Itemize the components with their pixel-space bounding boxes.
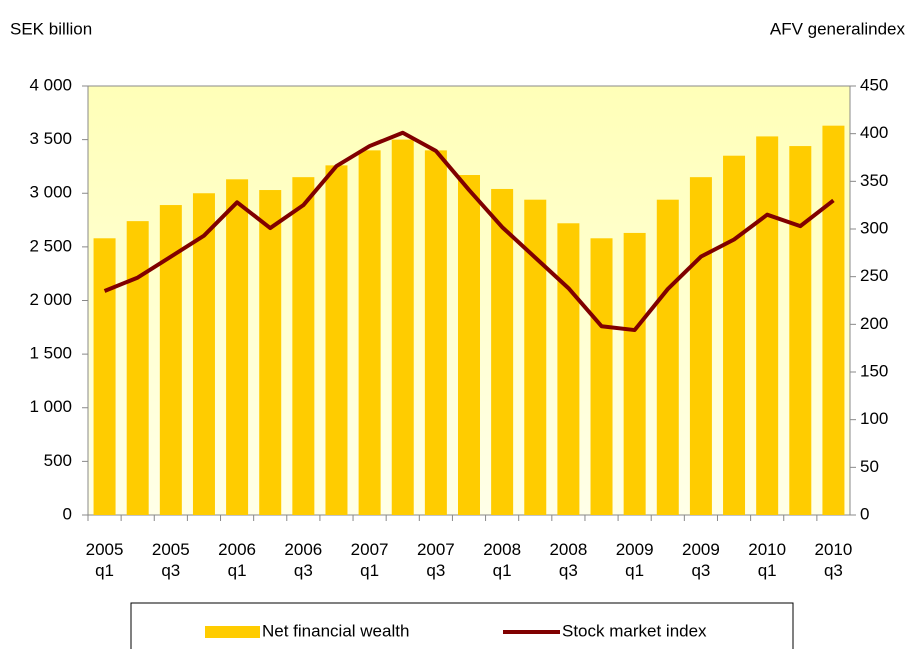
- bar: [292, 177, 315, 515]
- bar: [557, 223, 580, 515]
- bar: [656, 199, 679, 515]
- y-tick-label: 1 500: [29, 344, 72, 363]
- bar: [226, 179, 249, 515]
- bar: [358, 150, 381, 515]
- bar: [689, 177, 712, 515]
- x-tick-label: 2006 q1: [218, 540, 256, 580]
- y2-tick-label: 450: [860, 75, 888, 94]
- x-tick-label: 2005 q3: [151, 540, 190, 580]
- y-tick-label: 4 000: [29, 75, 72, 94]
- bar: [756, 136, 779, 515]
- y-tick-label: 3 000: [29, 183, 72, 202]
- bar: [424, 150, 447, 515]
- x-tick-label: 2006 q3: [284, 540, 323, 580]
- bar: [126, 221, 149, 515]
- y-tick-label: 3 500: [29, 129, 72, 148]
- y-axis-label: SEK billion: [10, 19, 92, 38]
- legend-swatch: [205, 626, 260, 638]
- x-tick-label: 2010 q3: [814, 540, 853, 580]
- y-tick-label: 2 000: [29, 290, 72, 309]
- y2-tick-label: 200: [860, 314, 888, 333]
- bar: [623, 232, 646, 515]
- bar: [524, 199, 547, 515]
- y2-tick-label: 50: [860, 457, 879, 476]
- y2-tick-label: 150: [860, 361, 888, 380]
- x-tick-label: 2010 q1: [748, 540, 787, 580]
- y2-axis-label: AFV generalindex: [770, 19, 906, 38]
- bar: [391, 139, 414, 515]
- x-tick-label: 2009 q1: [615, 540, 654, 580]
- bar: [723, 155, 746, 515]
- x-tick-label: 2009 q3: [681, 540, 720, 580]
- y2-tick-label: 400: [860, 123, 888, 142]
- bar: [822, 125, 845, 516]
- y2-tick-label: 0: [860, 504, 869, 523]
- y2-tick-label: 300: [860, 218, 888, 237]
- legend-label: Net financial wealth: [262, 621, 409, 640]
- bar: [159, 205, 182, 516]
- bar: [789, 146, 812, 515]
- y-tick-label: 500: [44, 451, 72, 470]
- bar: [458, 175, 480, 515]
- x-tick-label: 2008 q3: [549, 540, 588, 580]
- bar: [93, 238, 116, 516]
- bar: [491, 188, 514, 515]
- legend: [130, 602, 794, 649]
- x-tick-label: 2007 q1: [350, 540, 389, 580]
- bar: [259, 190, 282, 515]
- x-tick-label: 2008 q1: [483, 540, 522, 580]
- line: [103, 130, 835, 333]
- y2-tick-label: 350: [860, 171, 888, 190]
- bar: [325, 165, 348, 516]
- x-tick-label: 2007 q3: [416, 540, 455, 580]
- y-tick-label: 0: [63, 504, 72, 523]
- bar: [192, 193, 215, 515]
- y2-tick-label: 100: [860, 409, 888, 428]
- legend-label: Stock market index: [562, 621, 707, 640]
- y-tick-label: 1 000: [29, 397, 72, 416]
- x-tick-label: 2005 q1: [85, 540, 124, 580]
- y2-tick-label: 250: [860, 266, 888, 285]
- y-tick-label: 2 500: [29, 236, 72, 255]
- bar: [590, 238, 613, 516]
